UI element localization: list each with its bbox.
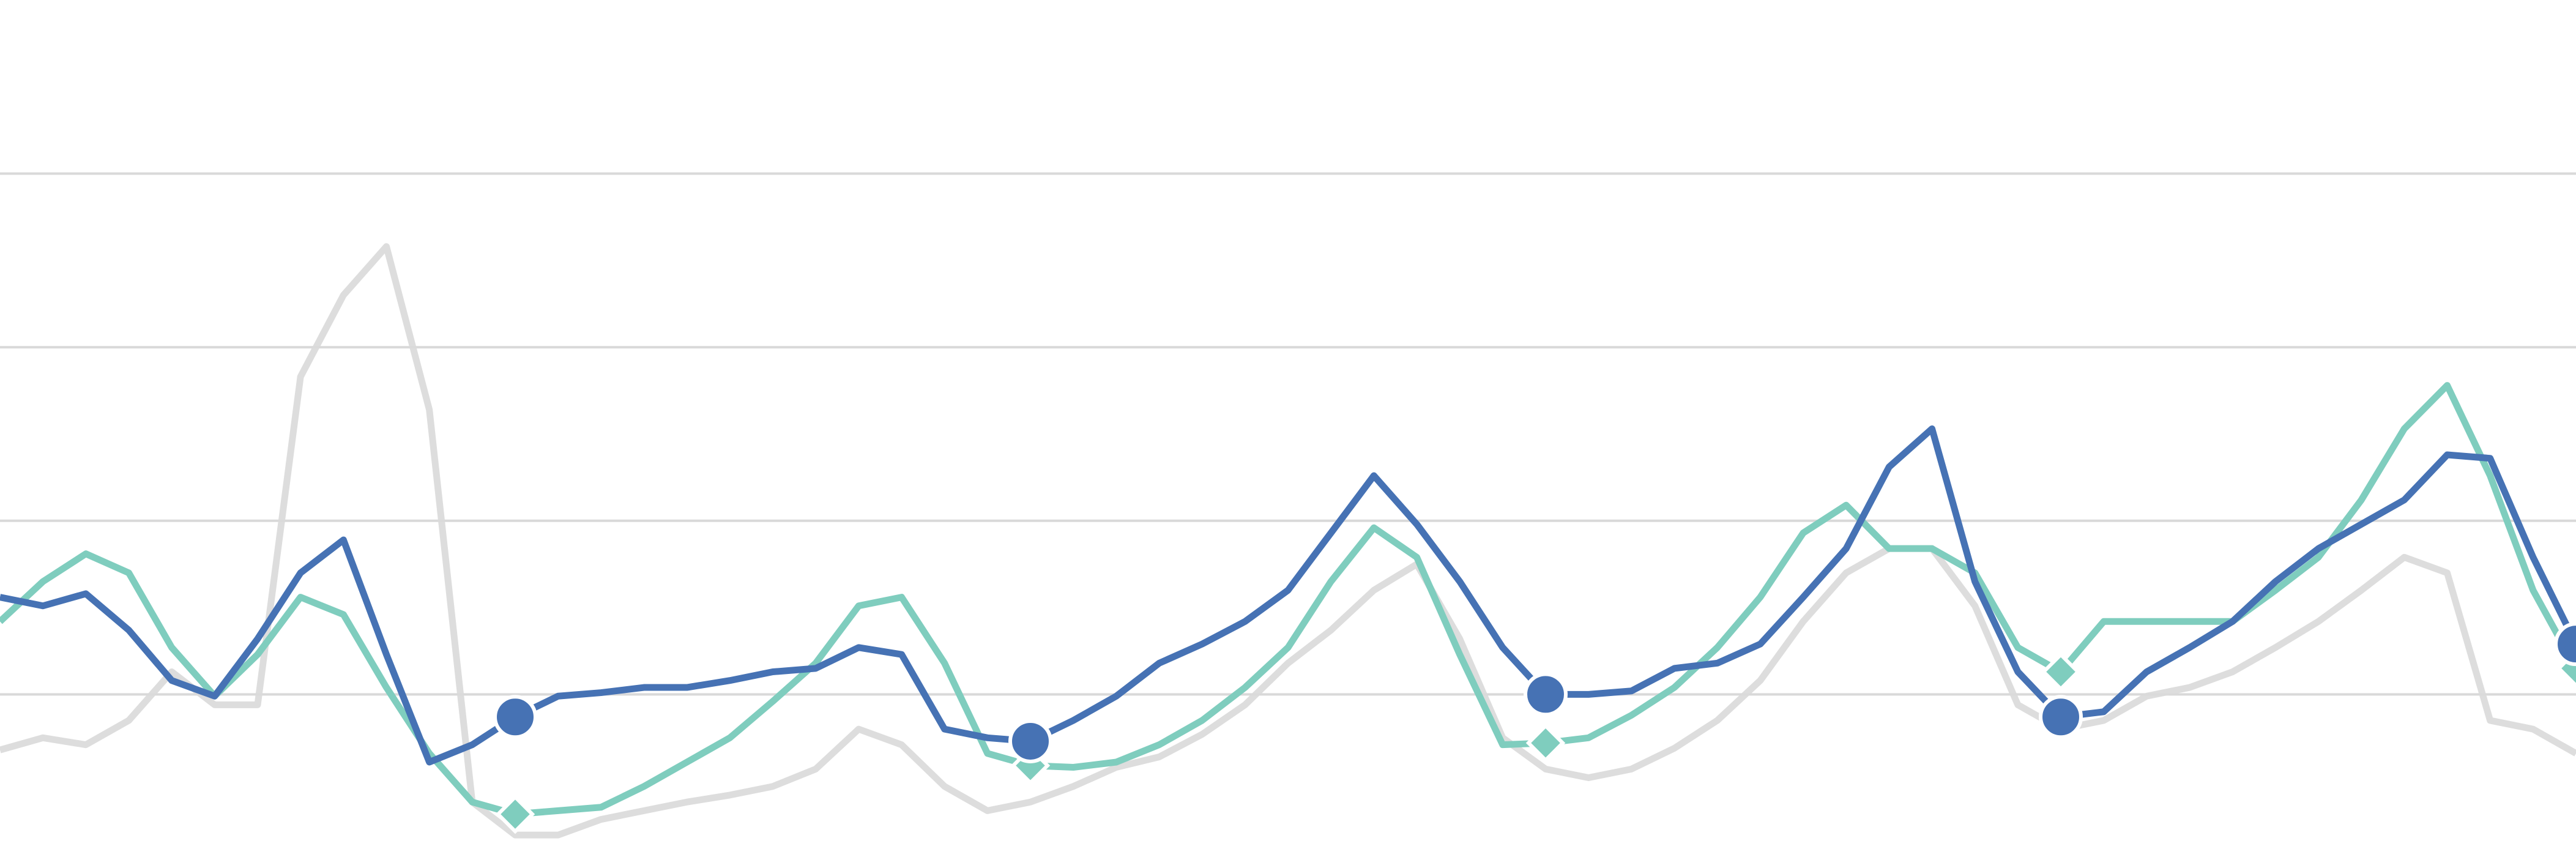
series-line <box>0 243 2576 839</box>
point-marker <box>1008 719 1052 763</box>
point-marker <box>1525 723 1566 763</box>
point-marker <box>495 794 535 834</box>
point-marker <box>493 695 537 739</box>
series-line <box>0 425 2576 766</box>
point-marker <box>2039 695 2083 739</box>
point-marker <box>2041 652 2081 692</box>
point-marker <box>1524 672 1568 717</box>
series-line <box>0 382 2576 818</box>
point-marker <box>2554 622 2576 667</box>
